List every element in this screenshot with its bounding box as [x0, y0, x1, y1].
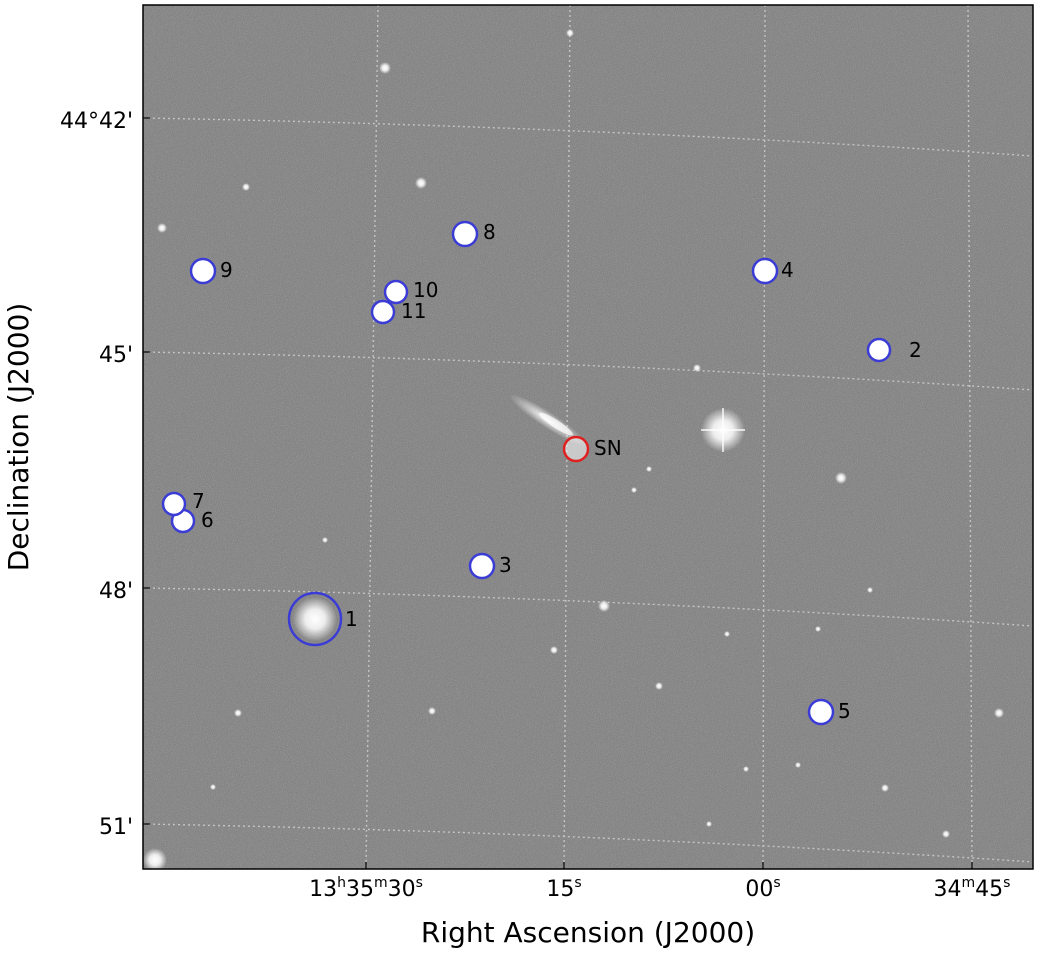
sky-image	[143, 5, 1033, 869]
marker-label: 9	[220, 258, 233, 282]
star	[942, 830, 950, 838]
marker-circle	[287, 591, 343, 647]
marker-7: 7	[161, 489, 205, 517]
y-axis-title: Declination (J2000)	[2, 303, 35, 572]
marker-circle	[189, 257, 217, 285]
tick-minutes: 34	[934, 877, 962, 902]
tick-seconds: 45	[975, 877, 1003, 902]
tick-seconds: 00	[745, 877, 773, 902]
marker-10: 10	[383, 278, 438, 305]
y-tick-label: 44°42'	[60, 109, 133, 134]
star	[795, 762, 801, 768]
star	[693, 364, 701, 372]
marker-circle	[562, 435, 590, 463]
y-tick-label: 48'	[99, 579, 133, 604]
marker-label: 4	[781, 258, 794, 282]
marker-3: 3	[468, 552, 512, 580]
x-tick-label: 13h35m30s	[309, 875, 423, 902]
star	[428, 707, 436, 715]
grid-line-dec-48	[143, 587, 1033, 627]
marker-label: 2	[909, 338, 922, 362]
tick-unit: s	[1003, 875, 1010, 891]
star	[815, 626, 821, 632]
x-tick-label: 34m45s	[934, 875, 1011, 902]
marker-label: 3	[499, 553, 512, 577]
marker-label: 1	[345, 607, 358, 631]
marker-4: 4	[751, 257, 794, 285]
coordinate-grid	[143, 5, 1033, 869]
field-stars	[143, 29, 1004, 869]
grid-line-dec-45	[143, 351, 1033, 391]
marker-label: 8	[483, 220, 496, 244]
marker-5: 5	[807, 698, 851, 726]
tick-unit: m	[374, 875, 388, 891]
tick-unit: h	[337, 875, 346, 891]
marker-circle	[866, 337, 892, 363]
marker-label: 7	[192, 489, 205, 513]
marker-circle	[383, 279, 409, 305]
y-axis: 44°42' 45' 48' 51' Declination (J2000)	[2, 109, 150, 840]
y-tick-label: 51'	[99, 815, 133, 840]
star	[234, 709, 242, 717]
star	[550, 646, 558, 654]
marker-circle	[161, 491, 187, 517]
star	[835, 472, 847, 484]
marker-circle	[468, 552, 496, 580]
star	[598, 600, 610, 612]
star	[631, 487, 637, 493]
marker-sn: SN	[562, 435, 622, 463]
marker-circle	[751, 257, 779, 285]
marker-label: 5	[838, 699, 851, 723]
marker-11: 11	[370, 299, 426, 325]
marker-label: SN	[594, 436, 622, 460]
tick-unit: s	[574, 875, 581, 891]
star	[881, 784, 889, 792]
sky-noise	[143, 5, 1033, 869]
tick-unit: s	[773, 875, 780, 891]
star	[242, 183, 250, 191]
plot-frame	[142, 4, 1034, 870]
star	[655, 682, 663, 690]
marker-8: 8	[451, 220, 496, 248]
grid-line-dec-42	[143, 117, 1033, 157]
marker-circle	[451, 220, 479, 248]
marker-2: 2	[866, 337, 922, 363]
star	[724, 631, 730, 637]
host-galaxy-core	[539, 412, 573, 436]
y-tick-label: 45'	[99, 343, 133, 368]
marker-label: 6	[201, 508, 214, 532]
star	[322, 537, 328, 543]
marker-1: 1	[287, 591, 358, 647]
tick-unit: s	[416, 875, 423, 891]
star	[867, 587, 873, 593]
marker-9: 9	[189, 257, 233, 285]
star	[415, 177, 427, 189]
tick-hours: 13	[309, 877, 337, 902]
tick-unit: m	[962, 875, 976, 891]
star	[379, 62, 391, 74]
star	[994, 708, 1004, 718]
star-1-glow	[293, 597, 337, 641]
star	[157, 223, 167, 233]
x-tick-label: 15s	[546, 875, 581, 902]
marker-label: 10	[413, 278, 438, 302]
star	[143, 848, 167, 869]
star	[743, 766, 749, 772]
tick-seconds: 30	[388, 877, 416, 902]
star	[566, 29, 574, 37]
tick-seconds: 15	[546, 877, 574, 902]
grid-line-dec-51	[143, 823, 1033, 863]
tick-minutes: 35	[346, 877, 374, 902]
marker-circle	[370, 299, 396, 325]
marker-circle	[807, 698, 835, 726]
x-tick-label: 00s	[745, 875, 780, 902]
star	[706, 821, 712, 827]
star	[210, 784, 216, 790]
x-axis-title: Right Ascension (J2000)	[421, 916, 755, 949]
x-axis: 13h35m30s 15s 00s 34m45s Right Ascension…	[309, 862, 1010, 949]
marker-label: 11	[401, 299, 426, 323]
star	[646, 466, 652, 472]
